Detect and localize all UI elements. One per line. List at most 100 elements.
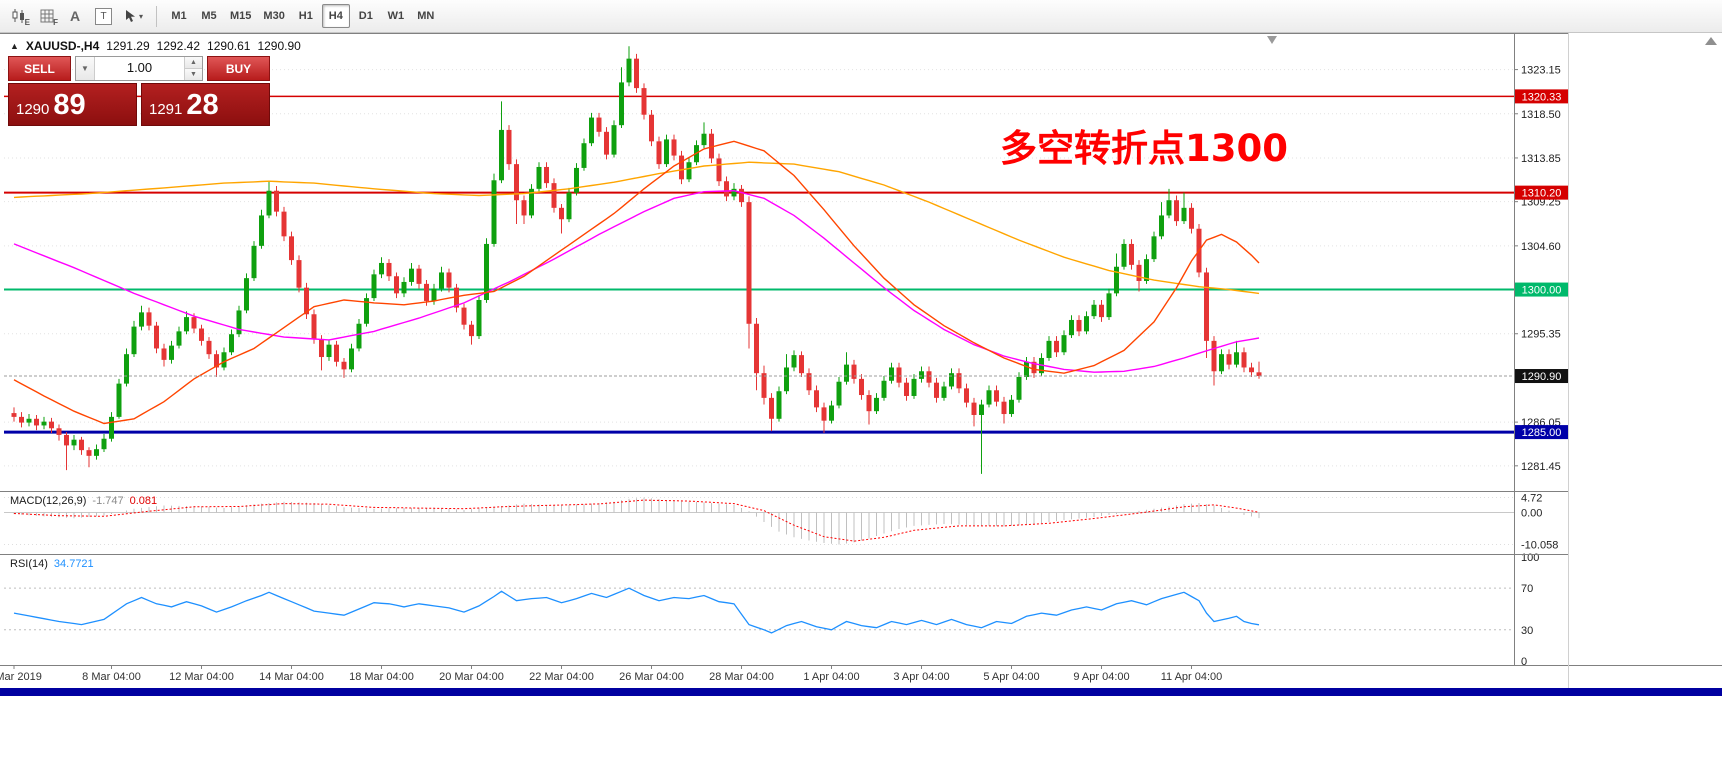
svg-text:-10.058: -10.058 bbox=[1521, 539, 1558, 551]
ask-price-main: 1291 bbox=[149, 101, 183, 118]
chevron-down-icon: ▾ bbox=[139, 11, 144, 21]
bid-price-box[interactable]: 1290 89 bbox=[8, 83, 137, 126]
boxed-t-icon: T bbox=[95, 7, 112, 25]
macd-signal-line bbox=[13, 499, 1260, 542]
rsi-value: 34.7721 bbox=[53, 558, 94, 570]
ma-slow-orange-line bbox=[13, 161, 1260, 295]
svg-text:3 Apr 04:00: 3 Apr 04:00 bbox=[893, 671, 949, 683]
macd-value: -1.747 bbox=[92, 495, 124, 507]
svg-text:5 Apr 04:00: 5 Apr 04:00 bbox=[983, 671, 1039, 683]
svg-text:1285.00: 1285.00 bbox=[1522, 427, 1562, 439]
text-label-tool-button[interactable]: T bbox=[90, 4, 117, 28]
candlestick-chart-tool-button[interactable]: E bbox=[6, 4, 32, 28]
bid-price-main: 1290 bbox=[16, 101, 50, 118]
svg-text:20 Mar 04:00: 20 Mar 04:00 bbox=[439, 671, 504, 683]
volume-stepper: ▼ 1.00 ▲ ▼ bbox=[75, 56, 203, 81]
sell-button[interactable]: SELL bbox=[8, 56, 71, 81]
toolbar: E F A T ▾ M1 M5 M15 M30 H1 H4 D1 bbox=[0, 0, 1722, 33]
price-tag bbox=[1515, 425, 1568, 440]
time-axis: 6 Mar 2019 8 Mar 04:00 12 Mar 04:00 14 Mar … bbox=[0, 665, 1222, 683]
svg-text:4.72: 4.72 bbox=[1521, 493, 1542, 505]
svg-text:0.00: 0.00 bbox=[1521, 508, 1542, 520]
current-price-tag bbox=[1515, 369, 1568, 384]
chart-header: ▲ XAUUSD-,H4 1291.29 1292.42 1290.61 129… bbox=[10, 39, 301, 53]
tool-sub-letter: E bbox=[24, 18, 30, 27]
rsi-line bbox=[13, 587, 1260, 634]
timeframe-h1-button[interactable]: H1 bbox=[292, 4, 320, 28]
text-tool-button[interactable]: A bbox=[62, 4, 88, 28]
timeframe-m30-button[interactable]: M30 bbox=[258, 4, 289, 28]
grid-tool-button[interactable]: F bbox=[34, 4, 60, 28]
timeframe-mn-button[interactable]: MN bbox=[412, 4, 440, 28]
rsi-indicator-label: RSI(14) 34.7721 bbox=[10, 558, 94, 570]
svg-text:1295.35: 1295.35 bbox=[1521, 329, 1561, 341]
svg-text:28 Mar 04:00: 28 Mar 04:00 bbox=[709, 671, 774, 683]
cursor-tool-button[interactable]: ▾ bbox=[119, 4, 148, 28]
svg-text:9 Apr 04:00: 9 Apr 04:00 bbox=[1073, 671, 1129, 683]
rsi-name: RSI(14) bbox=[10, 558, 48, 570]
timeframe-m5-button[interactable]: M5 bbox=[195, 4, 223, 28]
svg-text:30: 30 bbox=[1521, 625, 1533, 637]
svg-text:70: 70 bbox=[1521, 583, 1533, 595]
price-tag bbox=[1515, 89, 1568, 104]
timeframe-w1-button[interactable]: W1 bbox=[382, 4, 410, 28]
svg-text:6 Mar 2019: 6 Mar 2019 bbox=[0, 671, 42, 683]
ma-fast-red-line bbox=[13, 140, 1260, 425]
svg-text:1 Apr 04:00: 1 Apr 04:00 bbox=[803, 671, 859, 683]
timeframe-d1-button[interactable]: D1 bbox=[352, 4, 380, 28]
grid-icon bbox=[40, 9, 53, 22]
svg-text:14 Mar 04:00: 14 Mar 04:00 bbox=[259, 671, 324, 683]
macd-panel: 4.72 0.00 -10.058 bbox=[4, 493, 1558, 551]
cursor-arrow-icon bbox=[126, 10, 135, 22]
chart-shift-marker-icon bbox=[1267, 36, 1277, 44]
ohlc-close: 1290.90 bbox=[257, 39, 301, 53]
volume-value[interactable]: 1.00 bbox=[126, 60, 153, 75]
svg-text:22 Mar 04:00: 22 Mar 04:00 bbox=[529, 671, 594, 683]
macd-name: MACD(12,26,9) bbox=[10, 495, 87, 507]
svg-text:1290.90: 1290.90 bbox=[1522, 371, 1562, 383]
candles bbox=[11, 46, 1262, 474]
svg-text:12 Mar 04:00: 12 Mar 04:00 bbox=[169, 671, 234, 683]
ask-price-box[interactable]: 1291 28 bbox=[141, 83, 270, 126]
one-click-trading-panel: SELL ▼ 1.00 ▲ ▼ BUY 1290 89 1291 28 bbox=[8, 56, 270, 126]
horizontal-line-1285.00[interactable]: 1285.00 bbox=[4, 425, 1568, 440]
ask-price-pips: 28 bbox=[186, 89, 219, 121]
timeframe-h4-button[interactable]: H4 bbox=[321, 4, 350, 28]
current-price-line: 1290.90 bbox=[4, 369, 1568, 384]
tool-sub-letter: F bbox=[53, 18, 58, 27]
window-bottom-edge bbox=[0, 688, 1722, 696]
svg-text:1323.15: 1323.15 bbox=[1521, 65, 1561, 77]
svg-text:1320.33: 1320.33 bbox=[1522, 91, 1562, 103]
letter-a-icon: A bbox=[69, 8, 81, 24]
svg-text:1309.25: 1309.25 bbox=[1521, 197, 1561, 209]
horizontal-line-1300.00[interactable]: 1300.00 bbox=[4, 282, 1568, 297]
macd-signal-value: 0.081 bbox=[129, 495, 158, 507]
horizontal-line-1310.20[interactable]: 1310.20 bbox=[4, 185, 1568, 200]
volume-dropdown-icon[interactable]: ▼ bbox=[76, 57, 95, 80]
price-tag bbox=[1515, 282, 1568, 297]
ma-mid-magenta-line bbox=[13, 189, 1260, 373]
buy-button[interactable]: BUY bbox=[207, 56, 270, 81]
price-tag bbox=[1515, 185, 1568, 200]
volume-down-icon[interactable]: ▼ bbox=[185, 69, 202, 80]
macd-indicator-label: MACD(12,26,9) -1.747 0.081 bbox=[10, 495, 157, 507]
ohlc-open: 1291.29 bbox=[106, 39, 150, 53]
volume-up-icon[interactable]: ▲ bbox=[185, 57, 202, 69]
ohlc-high: 1292.42 bbox=[156, 39, 201, 53]
svg-text:1310.20: 1310.20 bbox=[1522, 188, 1562, 200]
candlestick-chart-icon bbox=[12, 9, 24, 23]
svg-text:1318.50: 1318.50 bbox=[1521, 109, 1561, 121]
toolbar-separator bbox=[156, 5, 158, 27]
svg-text:1300.00: 1300.00 bbox=[1522, 285, 1562, 297]
svg-text:0: 0 bbox=[1521, 656, 1527, 668]
symbol-period-label: XAUUSD-,H4 bbox=[25, 39, 100, 53]
trade-panel-collapse-icon[interactable]: ▲ bbox=[10, 41, 19, 51]
svg-text:1281.45: 1281.45 bbox=[1521, 461, 1561, 473]
ohlc-low: 1290.61 bbox=[207, 39, 251, 53]
bid-price-pips: 89 bbox=[53, 89, 86, 121]
scroll-up-arrow-icon[interactable] bbox=[1705, 37, 1717, 45]
chart-canvas[interactable]: 1323.15 1318.50 1313.85 1309.25 1304.60 1295.… bbox=[0, 0, 1722, 696]
panel-borders bbox=[0, 33, 1722, 688]
timeframe-m1-button[interactable]: M1 bbox=[165, 4, 193, 28]
timeframe-m15-button[interactable]: M15 bbox=[225, 4, 256, 28]
